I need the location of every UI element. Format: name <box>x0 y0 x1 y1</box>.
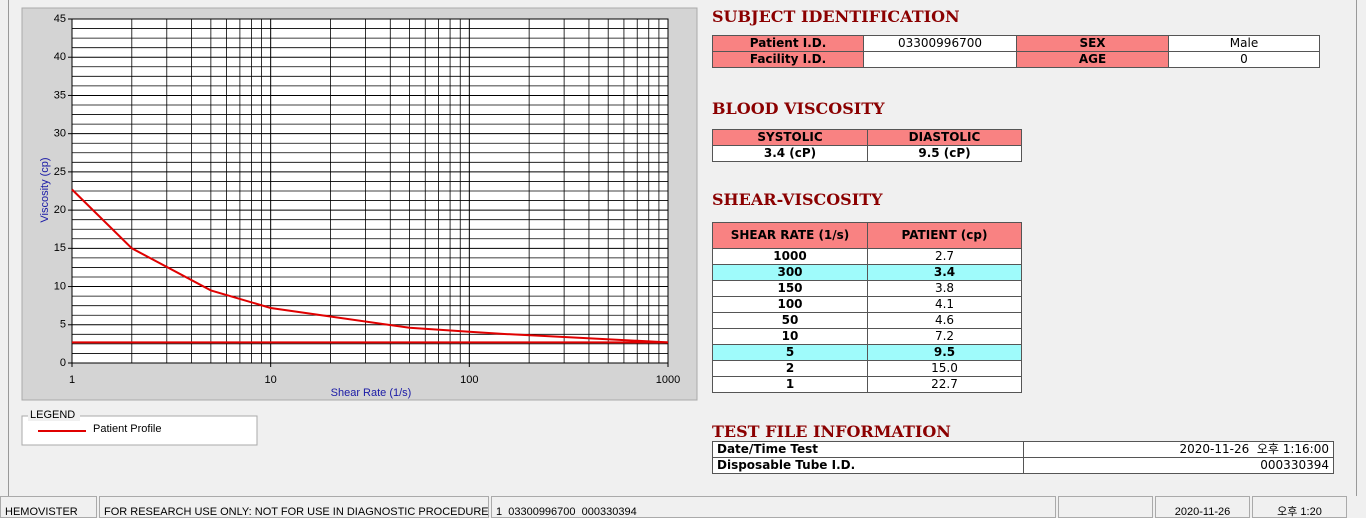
test-file-table: Date/Time Test 2020-11-26 오후 1:16:00 Disp… <box>712 441 1334 474</box>
value-cell: 3.4 <box>867 264 1022 281</box>
rate-cell: 1000 <box>712 248 868 265</box>
frame-border <box>1356 0 1357 496</box>
y-tick-label: 5 <box>60 319 66 331</box>
chart: Viscosity (cp) Shear Rate (1/s) LEGEND 0… <box>21 7 698 446</box>
legend-title: LEGEND <box>30 409 75 421</box>
table-row: 50 4.6 <box>712 312 1022 329</box>
label-cell: Patient I.D. <box>712 35 864 52</box>
rate-cell: 100 <box>712 296 868 313</box>
rate-cell: 50 <box>712 312 868 329</box>
rate-cell: 150 <box>712 280 868 297</box>
table-row: 1 22.7 <box>712 376 1022 393</box>
x-tick-label: 1000 <box>656 374 680 386</box>
value-cell <box>863 51 1017 68</box>
status-panel: HEMOVISTER <box>0 496 97 518</box>
value-cell: Male <box>1168 35 1320 52</box>
frame-border <box>8 0 9 496</box>
header-cell: DIASTOLIC <box>867 129 1022 146</box>
rate-cell: 1 <box>712 376 868 393</box>
status-panel: 2020-11-26 <box>1155 496 1250 518</box>
value-cell: 7.2 <box>867 328 1022 345</box>
subject-table: Patient I.D. 03300996700 SEX Male Facility … <box>712 35 1320 68</box>
table-row: 100 4.1 <box>712 296 1022 313</box>
y-axis-label: Viscosity (cp) <box>39 157 51 222</box>
status-panel: 1 03300996700 000330394 <box>491 496 1056 518</box>
label-cell: SEX <box>1016 35 1169 52</box>
rate-cell: 10 <box>712 328 868 345</box>
y-tick-label: 40 <box>54 51 66 63</box>
label-cell: AGE <box>1016 51 1169 68</box>
y-tick-label: 0 <box>60 357 66 369</box>
label-cell: Disposable Tube I.D. <box>712 457 1024 474</box>
value-cell: 4.6 <box>867 312 1022 329</box>
status-panel <box>1058 496 1153 518</box>
x-axis-label: Shear Rate (1/s) <box>331 387 412 399</box>
rate-cell: 300 <box>712 264 868 281</box>
label-cell: Facility I.D. <box>712 51 864 68</box>
status-panel: FOR RESEARCH USE ONLY: NOT FOR USE IN DI… <box>99 496 489 518</box>
x-tick-label: 100 <box>460 374 478 386</box>
value-cell: 2.7 <box>867 248 1022 265</box>
y-tick-label: 25 <box>54 166 66 178</box>
rate-cell: 2 <box>712 360 868 377</box>
value-cell: 3.4 (cP) <box>712 145 868 162</box>
value-cell: 03300996700 <box>863 35 1017 52</box>
table-row: 5 9.5 <box>712 344 1022 361</box>
table-row: 2 15.0 <box>712 360 1022 377</box>
section-title: SHEAR-VISCOSITY <box>712 190 883 209</box>
blood-viscosity-table: SYSTOLIC DIASTOLIC 3.4 (cP) 9.5 (cP) <box>712 129 1022 162</box>
header-cell: SHEAR RATE (1/s) <box>712 222 868 249</box>
value-cell: 15.0 <box>867 360 1022 377</box>
x-tick-label: 1 <box>69 374 75 386</box>
x-tick-label: 10 <box>265 374 277 386</box>
y-tick-label: 30 <box>54 128 66 140</box>
plot-border <box>71 18 669 364</box>
shear-table: SHEAR RATE (1/s) PATIENT (cp) 1000 2.7 300 3… <box>712 222 1022 393</box>
y-tick-label: 45 <box>54 13 66 25</box>
legend-label: Patient Profile <box>93 423 161 435</box>
table-row: 300 3.4 <box>712 264 1022 281</box>
y-tick-label: 35 <box>54 89 66 101</box>
value-cell: 2020-11-26 오후 1:16:00 <box>1023 441 1334 458</box>
value-cell: 22.7 <box>867 376 1022 393</box>
value-cell: 000330394 <box>1023 457 1334 474</box>
table-row: 150 3.8 <box>712 280 1022 297</box>
value-cell: 3.8 <box>867 280 1022 297</box>
legend-title-bg <box>28 409 80 421</box>
header-cell: PATIENT (cp) <box>867 222 1022 249</box>
header-cell: SYSTOLIC <box>712 129 868 146</box>
y-tick-label: 10 <box>54 280 66 292</box>
value-cell: 9.5 <box>867 344 1022 361</box>
section-title: SUBJECT IDENTIFICATION <box>712 7 960 26</box>
table-row: 1000 2.7 <box>712 248 1022 265</box>
section-title: BLOOD VISCOSITY <box>712 99 885 118</box>
data-line <box>71 188 669 344</box>
value-cell: 4.1 <box>867 296 1022 313</box>
label-cell: Date/Time Test <box>712 441 1024 458</box>
y-tick-label: 15 <box>54 242 66 254</box>
status-panel: 오후 1:20 <box>1252 496 1347 518</box>
rate-cell: 5 <box>712 344 868 361</box>
value-cell: 0 <box>1168 51 1320 68</box>
value-cell: 9.5 (cP) <box>867 145 1022 162</box>
table-row: 10 7.2 <box>712 328 1022 345</box>
y-tick-label: 20 <box>54 204 66 216</box>
section-title: TEST FILE INFORMATION <box>712 422 951 441</box>
